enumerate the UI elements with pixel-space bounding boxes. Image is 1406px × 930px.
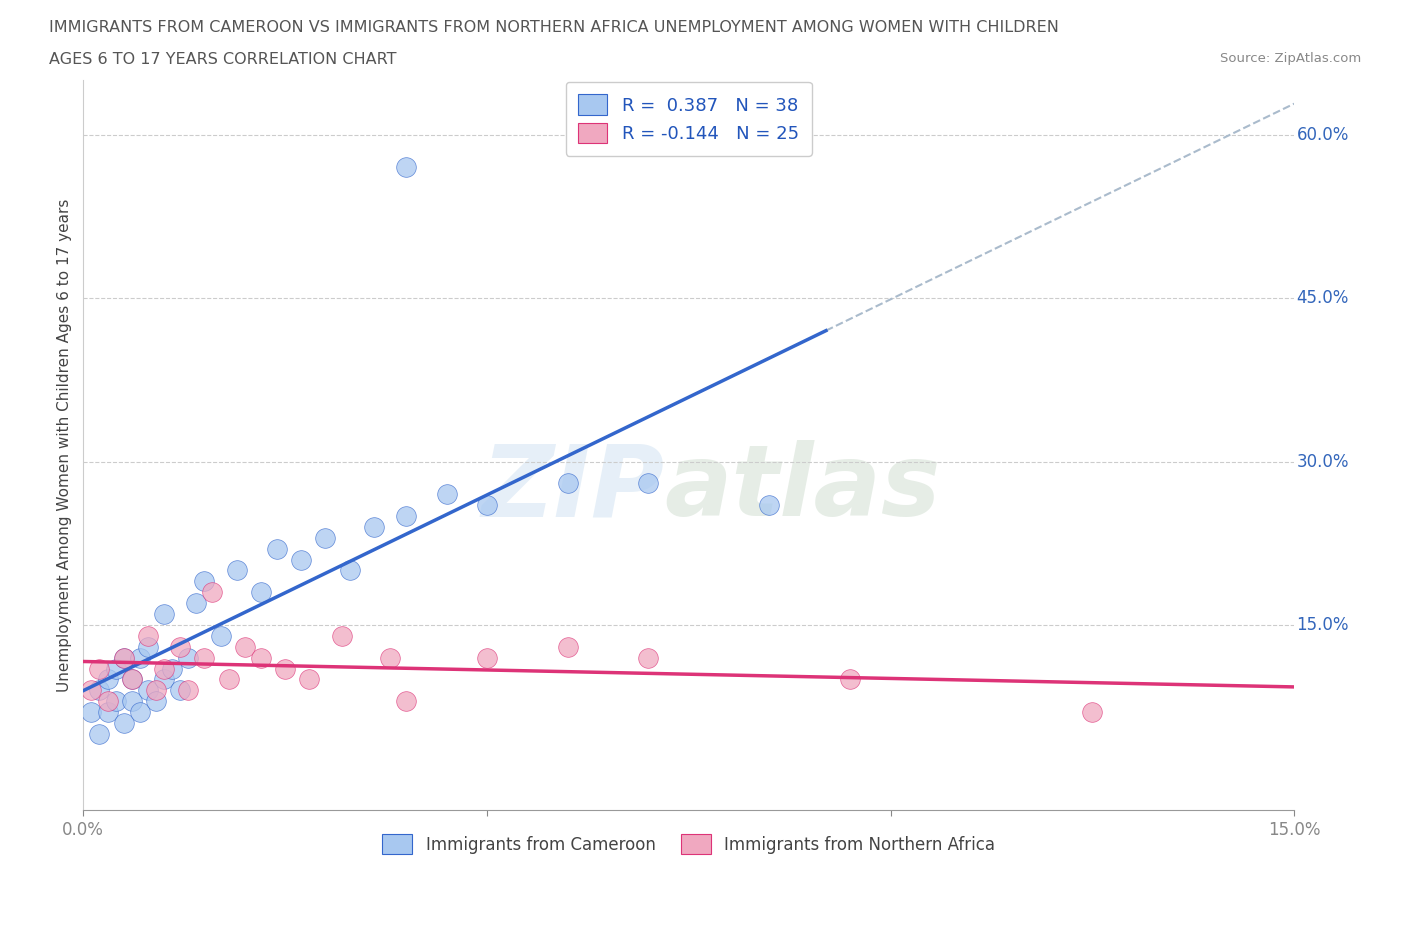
- Point: [250, 585, 273, 600]
- Point: [145, 694, 167, 709]
- Point: [89, 683, 111, 698]
- Point: [169, 683, 191, 698]
- Point: [128, 650, 150, 665]
- Text: 45.0%: 45.0%: [1296, 289, 1348, 307]
- Text: 60.0%: 60.0%: [1296, 126, 1348, 143]
- Text: IMMIGRANTS FROM CAMEROON VS IMMIGRANTS FROM NORTHERN AFRICA UNEMPLOYMENT AMONG W: IMMIGRANTS FROM CAMEROON VS IMMIGRANTS F…: [49, 20, 1059, 35]
- Point: [266, 541, 288, 556]
- Point: [250, 650, 273, 665]
- Y-axis label: Unemployment Among Women with Children Ages 6 to 17 years: Unemployment Among Women with Children A…: [58, 198, 72, 692]
- Point: [136, 683, 159, 698]
- Point: [395, 160, 418, 175]
- Point: [193, 650, 215, 665]
- Text: 15.0%: 15.0%: [1296, 616, 1350, 634]
- Point: [839, 672, 862, 687]
- Point: [153, 661, 176, 676]
- Point: [160, 661, 183, 676]
- Point: [153, 606, 176, 621]
- Point: [363, 520, 385, 535]
- Point: [121, 694, 143, 709]
- Point: [121, 672, 143, 687]
- Point: [290, 552, 312, 567]
- Point: [339, 563, 361, 578]
- Point: [314, 530, 336, 545]
- Point: [557, 476, 579, 491]
- Point: [169, 639, 191, 654]
- Point: [1081, 705, 1104, 720]
- Point: [637, 476, 659, 491]
- Point: [80, 683, 103, 698]
- Point: [177, 650, 200, 665]
- Legend: Immigrants from Cameroon, Immigrants from Northern Africa: Immigrants from Cameroon, Immigrants fro…: [375, 828, 1001, 860]
- Text: ZIP: ZIP: [481, 441, 665, 538]
- Point: [136, 629, 159, 644]
- Point: [557, 639, 579, 654]
- Text: atlas: atlas: [665, 441, 941, 538]
- Point: [128, 705, 150, 720]
- Point: [89, 726, 111, 741]
- Point: [112, 650, 135, 665]
- Point: [193, 574, 215, 589]
- Point: [298, 672, 321, 687]
- Point: [136, 639, 159, 654]
- Point: [209, 629, 232, 644]
- Point: [436, 486, 458, 501]
- Point: [330, 629, 353, 644]
- Point: [104, 661, 127, 676]
- Point: [274, 661, 297, 676]
- Point: [177, 683, 200, 698]
- Point: [104, 694, 127, 709]
- Point: [80, 705, 103, 720]
- Point: [96, 694, 118, 709]
- Point: [233, 639, 256, 654]
- Point: [112, 715, 135, 730]
- Point: [145, 683, 167, 698]
- Point: [225, 563, 247, 578]
- Point: [475, 650, 498, 665]
- Point: [96, 672, 118, 687]
- Point: [378, 650, 401, 665]
- Point: [395, 694, 418, 709]
- Point: [186, 596, 208, 611]
- Point: [758, 498, 780, 512]
- Point: [395, 509, 418, 524]
- Point: [201, 585, 224, 600]
- Point: [112, 650, 135, 665]
- Text: 30.0%: 30.0%: [1296, 453, 1350, 471]
- Point: [218, 672, 240, 687]
- Text: AGES 6 TO 17 YEARS CORRELATION CHART: AGES 6 TO 17 YEARS CORRELATION CHART: [49, 52, 396, 67]
- Point: [475, 498, 498, 512]
- Point: [121, 672, 143, 687]
- Point: [89, 661, 111, 676]
- Point: [637, 650, 659, 665]
- Point: [96, 705, 118, 720]
- Text: Source: ZipAtlas.com: Source: ZipAtlas.com: [1220, 52, 1361, 65]
- Point: [153, 672, 176, 687]
